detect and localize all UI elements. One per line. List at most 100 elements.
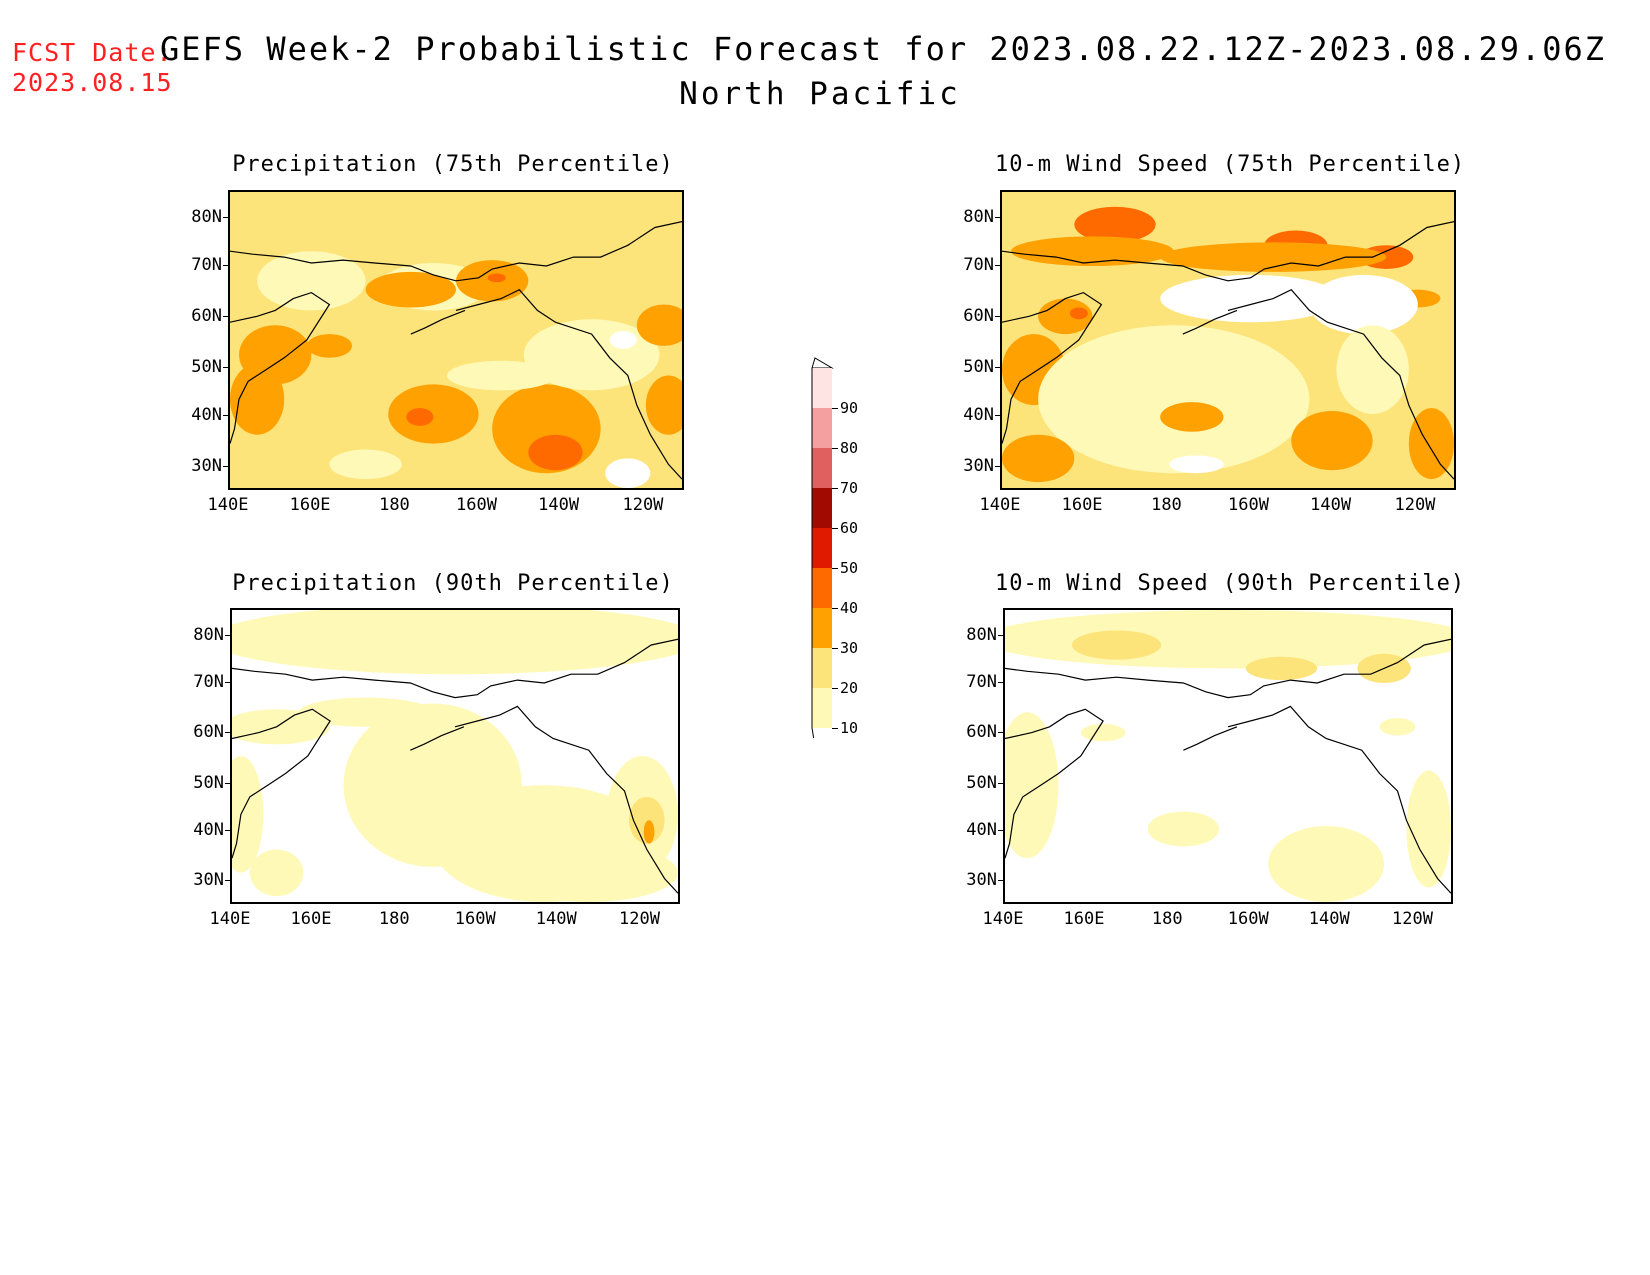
shading-region — [306, 334, 353, 358]
map-wind-75 — [1000, 190, 1456, 490]
lat-tick-label: 40N — [966, 820, 997, 840]
colorbar-tick — [832, 408, 838, 409]
lat-tick-mark — [223, 217, 229, 218]
panel-title-wind-75: 10-m Wind Speed (75th Percentile) — [995, 152, 1466, 177]
lat-tick-label: 30N — [966, 870, 997, 891]
lat-tick-mark — [223, 466, 229, 467]
lat-tick-mark — [995, 265, 1001, 266]
shading-region — [1005, 712, 1059, 859]
lon-tick-label: 160W — [1227, 909, 1269, 929]
colorbar-segment — [812, 528, 832, 568]
lon-tick-label: 180 — [379, 495, 410, 515]
lat-tick-mark — [225, 634, 231, 636]
lon-tick-label: 140E — [207, 495, 249, 515]
colorbar-tick — [832, 648, 838, 649]
shading-region — [1080, 723, 1126, 742]
lat-tick-mark — [995, 466, 1001, 467]
colorbar-tick — [832, 688, 838, 689]
coastline — [232, 638, 678, 699]
coastline — [230, 221, 682, 282]
shading-region — [1169, 455, 1224, 474]
lat-tick-mark — [225, 782, 231, 784]
shading-region — [1002, 434, 1075, 483]
forecast-date-value: 2023.08.15 — [12, 68, 173, 97]
shading-region — [1291, 411, 1373, 471]
lat-tick-mark — [223, 367, 229, 368]
coastline — [1005, 638, 1451, 699]
lat-tick-mark — [998, 830, 1004, 831]
lat-tick-label: 40N — [191, 405, 222, 425]
shading-region — [446, 360, 556, 391]
shading-region — [257, 251, 366, 311]
lat-tick-mark — [225, 880, 231, 882]
colorbar-segment — [812, 608, 832, 648]
lat-tick-label: 80N — [191, 207, 222, 227]
colorbar-level-label: 90 — [840, 399, 859, 417]
lon-tick-label: 140E — [982, 909, 1024, 929]
shading-region — [232, 610, 678, 675]
coastline — [1182, 309, 1238, 335]
shading-region — [1147, 811, 1220, 847]
lat-tick-label: 30N — [193, 870, 224, 891]
colorbar-segment — [812, 568, 832, 608]
colorbar-level-label: 20 — [840, 679, 859, 697]
colorbar — [780, 328, 850, 759]
colorbar-tick — [832, 528, 838, 529]
lat-tick-mark — [995, 415, 1001, 416]
lat-tick-mark — [998, 732, 1004, 734]
shading-region — [1379, 718, 1416, 736]
shading-region — [1160, 402, 1224, 432]
lat-tick-label: 70N — [191, 255, 222, 275]
coastline — [1002, 221, 1454, 282]
coastline — [1183, 726, 1238, 751]
coastline — [410, 726, 465, 751]
coastline — [454, 705, 678, 894]
lon-tick-label: 180 — [1151, 909, 1183, 929]
lat-tick-mark — [998, 634, 1004, 636]
lon-tick-label: 160W — [454, 909, 496, 929]
lat-tick-label: 50N — [193, 772, 224, 793]
colorbar-level-label: 70 — [840, 479, 859, 497]
lat-tick-label: 50N — [966, 772, 997, 793]
shading-region — [329, 449, 402, 480]
map-wind-90 — [1003, 608, 1453, 904]
lat-tick-label: 70N — [963, 255, 994, 275]
lon-tick-label: 140W — [1308, 909, 1350, 929]
colorbar-segment — [812, 648, 832, 688]
lat-tick-label: 50N — [963, 357, 994, 377]
shading-region — [1309, 274, 1418, 335]
shading-region — [388, 384, 479, 444]
lat-tick-label: 30N — [963, 456, 994, 476]
lat-tick-mark — [998, 782, 1004, 784]
colorbar-tick — [832, 448, 838, 449]
colorbar-segment — [812, 488, 832, 528]
lon-tick-label: 140E — [979, 495, 1021, 515]
colorbar-segment — [812, 368, 832, 408]
lat-tick-mark — [225, 732, 231, 734]
colorbar-segment — [812, 688, 832, 728]
shading-region — [365, 271, 456, 308]
shading-region — [230, 192, 682, 252]
lat-tick-label: 30N — [191, 456, 222, 476]
shading-region — [1160, 242, 1387, 272]
lon-tick-label: 180 — [378, 909, 410, 929]
lat-tick-mark — [995, 367, 1001, 368]
lat-tick-mark — [225, 682, 231, 683]
shading-region — [605, 458, 651, 488]
lon-tick-label: 160E — [290, 909, 332, 929]
coastline — [455, 288, 682, 480]
coastline — [230, 291, 331, 444]
colorbar-level-label: 50 — [840, 559, 859, 577]
lat-tick-mark — [223, 415, 229, 416]
lat-tick-mark — [998, 682, 1004, 683]
shading-region — [1074, 206, 1156, 243]
lon-tick-label: 120W — [1392, 909, 1433, 929]
lat-tick-mark — [995, 217, 1001, 218]
coastline — [1002, 291, 1103, 444]
lon-tick-label: 160E — [1063, 909, 1105, 929]
shading-region — [1406, 770, 1451, 888]
lat-tick-label: 80N — [193, 624, 224, 645]
shading-region — [643, 820, 655, 844]
shading-region — [609, 331, 637, 349]
shading-region — [1160, 274, 1341, 323]
